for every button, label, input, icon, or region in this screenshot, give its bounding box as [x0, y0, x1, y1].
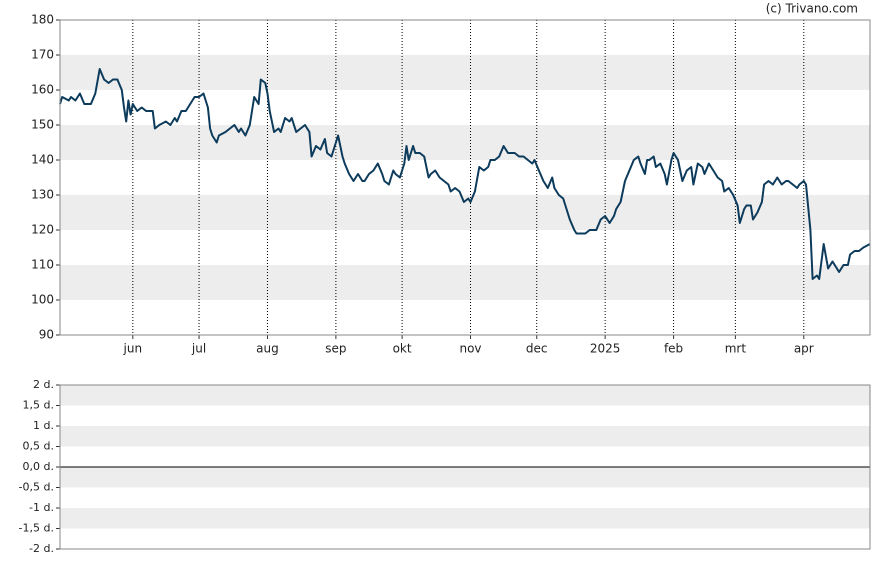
x-tick-label: jun: [123, 342, 143, 356]
y-tick-label: 100: [31, 293, 54, 307]
x-tick-label: okt: [393, 342, 412, 356]
x-tick-label: 2025: [590, 342, 621, 356]
x-tick-label: aug: [256, 342, 279, 356]
y-tick-label: 160: [31, 83, 54, 97]
band: [60, 426, 870, 447]
band: [60, 467, 870, 488]
y-tick-label: 1 d.: [33, 419, 54, 432]
y-tick-label: -1,5 d.: [19, 522, 54, 535]
y-tick-label: 140: [31, 153, 54, 167]
band: [60, 125, 870, 160]
y-tick-label: 130: [31, 188, 54, 202]
x-tick-label: feb: [664, 342, 683, 356]
x-tick-label: apr: [794, 342, 814, 356]
y-tick-label: 0,5 d.: [23, 440, 54, 453]
x-tick-label: dec: [526, 342, 548, 356]
band: [60, 385, 870, 406]
y-tick-label: 1,5 d.: [23, 399, 54, 412]
x-tick-label: sep: [325, 342, 346, 356]
y-tick-label: 180: [31, 13, 54, 27]
x-tick-label: mrt: [725, 342, 747, 356]
plot-frame: [59, 384, 871, 550]
price-line: [59, 68, 871, 280]
y-tick-label: 170: [31, 48, 54, 62]
band: [60, 508, 870, 529]
y-tick-label: 90: [39, 328, 54, 342]
y-tick-label: -1 d.: [29, 501, 54, 514]
y-tick-label: 110: [31, 258, 54, 272]
y-tick-label: 0,0 d.: [23, 460, 54, 473]
y-tick-label: 2 d.: [33, 378, 54, 391]
y-tick-label: -0,5 d.: [19, 481, 54, 494]
x-tick-label: nov: [459, 342, 481, 356]
x-tick-label: jul: [191, 342, 206, 356]
band: [60, 55, 870, 90]
credit: (c) Trivano.com: [766, 2, 858, 16]
band: [60, 265, 870, 300]
y-tick-label: 120: [31, 223, 54, 237]
y-tick-label: -2 d.: [29, 542, 54, 555]
y-tick-label: 150: [31, 118, 54, 132]
plot-frame: [59, 19, 871, 336]
